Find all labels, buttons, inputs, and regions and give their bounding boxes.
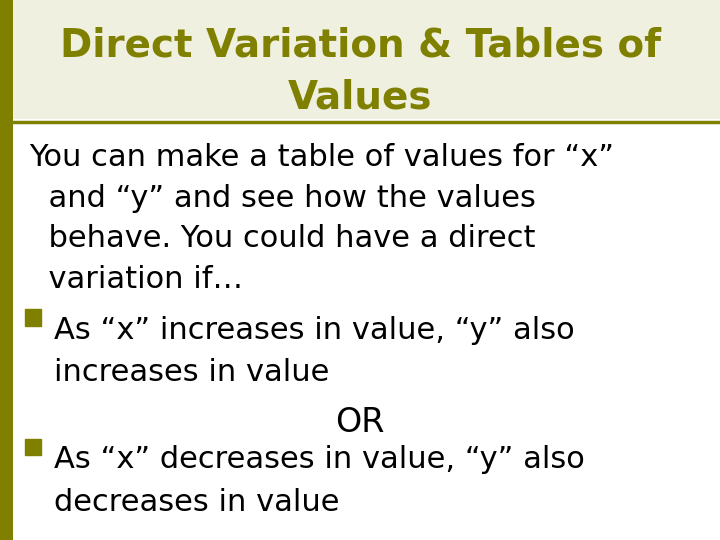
Text: OR: OR bbox=[336, 406, 384, 439]
Text: decreases in value: decreases in value bbox=[54, 488, 340, 517]
Text: and “y” and see how the values: and “y” and see how the values bbox=[29, 184, 536, 213]
Text: Direct Variation & Tables of: Direct Variation & Tables of bbox=[60, 27, 660, 65]
Text: You can make a table of values for “x”: You can make a table of values for “x” bbox=[29, 143, 613, 172]
Text: behave. You could have a direct: behave. You could have a direct bbox=[29, 224, 535, 253]
Text: Values: Values bbox=[288, 78, 432, 116]
Text: increases in value: increases in value bbox=[54, 358, 329, 387]
Bar bbox=[0, 0, 13, 540]
Text: As “x” decreases in value, “y” also: As “x” decreases in value, “y” also bbox=[54, 446, 585, 475]
Bar bbox=[25, 309, 41, 326]
Text: variation if…: variation if… bbox=[29, 265, 243, 294]
Bar bbox=[0, 0, 720, 119]
Bar bbox=[25, 439, 41, 455]
Text: As “x” increases in value, “y” also: As “x” increases in value, “y” also bbox=[54, 316, 575, 345]
